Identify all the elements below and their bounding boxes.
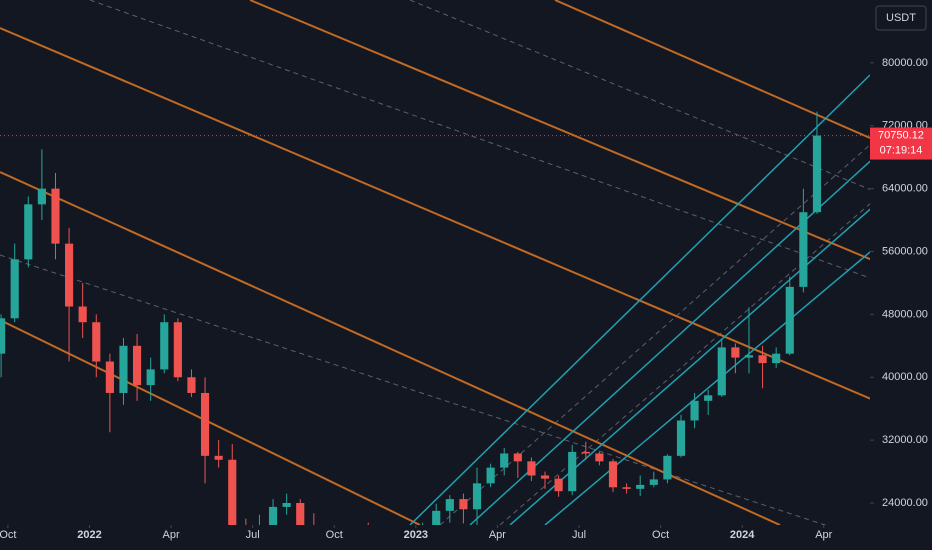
candle-body [37, 188, 46, 205]
candle-body [772, 353, 781, 364]
candle-body [608, 461, 618, 488]
dashed-line [439, 144, 870, 525]
candle-body [717, 347, 726, 396]
candle-body [51, 188, 60, 244]
countdown: 07:19:14 [880, 144, 923, 156]
candle-body [540, 475, 550, 479]
candle-body [636, 484, 645, 489]
candle-body [187, 377, 196, 393]
channel-line [469, 160, 870, 525]
candle-body [472, 483, 482, 510]
y-tick-label: 24000.00 [882, 497, 928, 509]
candle-body [445, 499, 454, 511]
candle-body [799, 212, 808, 287]
x-tick-label: 2023 [404, 529, 428, 541]
dashed-line [0, 254, 827, 525]
dashed-line [409, 0, 870, 191]
candle-body [527, 461, 536, 476]
candle-body [432, 510, 441, 525]
dashed-line [89, 0, 870, 279]
x-tick-label: 2022 [77, 529, 101, 541]
candle-body [663, 455, 672, 480]
candle-body [500, 453, 509, 468]
x-tick-label: Apr [815, 529, 832, 541]
trend-line [249, 0, 870, 261]
price-axis [870, 0, 932, 550]
y-tick-label: 48000.00 [882, 308, 928, 320]
candle-body [676, 420, 686, 456]
x-tick-label: Apr [489, 529, 506, 541]
x-tick-label: Jul [572, 529, 586, 541]
currency: USDT [886, 12, 916, 24]
candle-body [10, 259, 19, 319]
price-tag [870, 127, 932, 160]
candle-body [132, 345, 142, 386]
channel-line [509, 208, 870, 525]
candle-body [0, 318, 6, 354]
x-tick-label: Oct [326, 529, 343, 541]
candle-body [785, 286, 794, 354]
candle-body [744, 355, 754, 358]
y-tick-label: 64000.00 [882, 183, 928, 195]
y-tick-label: 56000.00 [882, 245, 928, 257]
candle-body [200, 392, 210, 456]
y-tick-label: 80000.00 [882, 57, 928, 69]
x-tick-label: Jul [246, 529, 260, 541]
trend-line [554, 0, 870, 139]
candle-body [160, 322, 169, 370]
candle-body [296, 502, 305, 525]
candle-body [595, 453, 604, 462]
y-tick-label: 40000.00 [882, 371, 928, 383]
candle-body [758, 355, 767, 364]
x-tick-label: Oct [652, 529, 669, 541]
candle-body [119, 345, 128, 393]
channel-line [409, 74, 870, 525]
candle-body [146, 369, 155, 386]
candle-body [282, 502, 291, 507]
candle-body [649, 479, 658, 485]
candle-body [704, 395, 713, 401]
candle-body [486, 467, 495, 484]
candle-body [24, 204, 33, 260]
candle-body [554, 478, 563, 492]
candle-body [214, 455, 223, 460]
trend-line [0, 319, 421, 525]
candles [0, 111, 822, 525]
last-price: 70750.12 [878, 129, 924, 141]
y-tick-label: 32000.00 [882, 434, 928, 446]
candle-body [173, 322, 182, 378]
candle-body [92, 322, 101, 362]
x-tick-label: Apr [163, 529, 180, 541]
candle-body [78, 306, 87, 323]
candle-body [731, 347, 740, 358]
candle-body [622, 487, 631, 489]
candle-body [513, 453, 522, 462]
candle-body [64, 243, 74, 307]
candle-body [568, 451, 577, 492]
candle-body [690, 400, 699, 421]
currency-button[interactable] [875, 5, 927, 31]
candle-body [228, 459, 237, 525]
trend-line [0, 171, 781, 525]
candle-body [268, 506, 278, 525]
candle-body [812, 135, 822, 213]
x-tick-label: Oct [0, 529, 16, 541]
candle-body [105, 361, 114, 393]
x-tick-label: 2024 [730, 529, 755, 541]
candle-body [459, 499, 468, 510]
candle-body [581, 451, 590, 454]
